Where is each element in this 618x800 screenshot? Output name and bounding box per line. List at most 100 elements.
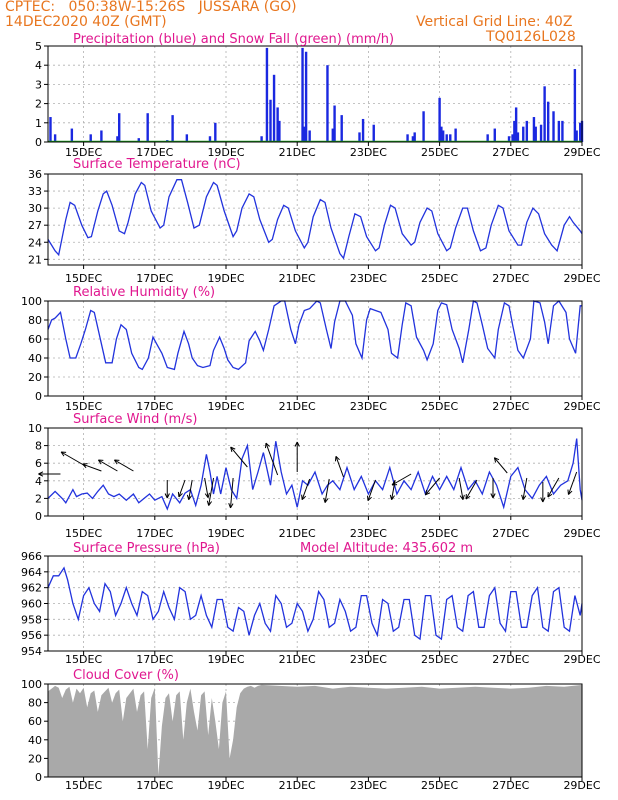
wind-xtick-label: 21DEC	[279, 527, 316, 540]
precip-bar	[557, 120, 561, 142]
precip-bar	[511, 134, 514, 142]
temp-xtick-label: 29DEC	[563, 272, 600, 285]
precip-bar	[440, 126, 443, 142]
wind-arrow-head	[113, 459, 120, 465]
rh-xtick-label: 23DEC	[350, 400, 387, 413]
rh-xtick-label: 25DEC	[421, 400, 458, 413]
precip-xtick-label: 23DEC	[350, 146, 387, 159]
wind-panel	[44, 427, 583, 520]
wind-xtick-label: 25DEC	[421, 527, 458, 540]
precip-bar	[493, 128, 496, 142]
wind-arrow	[82, 463, 102, 472]
cloud-xtick-label: 23DEC	[350, 779, 387, 792]
header-grid-note: Vertical Grid Line: 40Z	[416, 14, 573, 30]
wind-arrow-head	[164, 493, 170, 499]
precip-bar	[171, 115, 174, 142]
wind-arrow-head	[334, 455, 340, 462]
precip-bar	[278, 120, 281, 142]
temp-xtick-label: 19DEC	[207, 272, 244, 285]
rh-ytick-label: 0	[35, 390, 42, 403]
wind-xtick-label: 23DEC	[350, 527, 387, 540]
wind-arrow-head	[82, 463, 88, 469]
wind-arrow-head	[493, 457, 500, 463]
pressure-xtick-label: 23DEC	[350, 653, 387, 666]
temp-xtick-label: 25DEC	[421, 272, 458, 285]
wind-arrow	[230, 477, 234, 508]
wind-arrow-head	[264, 442, 270, 449]
precip-bar	[331, 128, 334, 142]
wind-arrow-head	[465, 494, 471, 500]
precip-bar	[214, 122, 217, 142]
cloud-xtick-label: 25DEC	[421, 779, 458, 792]
precip-bar	[532, 117, 536, 142]
cloud-title: Cloud Cover (%)	[73, 668, 179, 683]
wind-arrow	[465, 479, 478, 500]
precip-bar	[70, 128, 74, 142]
wind-frame	[47, 427, 583, 517]
cloud-xtick-label: 29DEC	[563, 779, 600, 792]
wind-xtick-label: 27DEC	[492, 527, 529, 540]
precip-bar	[539, 124, 543, 142]
pressure-annotation: Model Altitude: 435.602 m	[300, 541, 473, 556]
wind-xtick-label: 29DEC	[563, 527, 600, 540]
wind-arrow	[425, 477, 440, 496]
pressure-ytick-label: 964	[21, 566, 42, 579]
precip-bar	[573, 69, 577, 142]
wind-xtick-label: 15DEC	[65, 527, 102, 540]
precip-bar	[340, 115, 343, 142]
wind-arrow-head	[424, 489, 431, 496]
pressure-ytick-label: 966	[21, 550, 42, 563]
precip-bar	[561, 120, 564, 142]
wind-xtick-label: 17DEC	[136, 527, 173, 540]
cloud-xtick-label: 19DEC	[207, 779, 244, 792]
precip-bar	[575, 130, 578, 142]
wind-arrow	[230, 446, 248, 468]
rh-xtick-label: 21DEC	[279, 400, 316, 413]
precip-xtick-label: 19DEC	[207, 146, 244, 159]
wind-arrow-head	[490, 493, 496, 499]
header-location: CPTEC: 050:38W-15:26S JUSSARA (GO)	[5, 0, 297, 15]
wind-ytick-label: 4	[35, 475, 42, 488]
precip-bar	[486, 134, 489, 142]
wind-arrow-head	[60, 451, 67, 457]
wind-arrow	[204, 477, 209, 498]
rh-ytick-label: 40	[28, 352, 42, 365]
rh-xtick-label: 15DEC	[65, 400, 102, 413]
header-run-code: TQ0126L028	[486, 29, 576, 45]
cloud-xtick-label: 15DEC	[65, 779, 102, 792]
cloud-xtick-label: 27DEC	[492, 779, 529, 792]
wind-title: Surface Wind (m/s)	[73, 412, 197, 427]
pressure-xtick-label: 29DEC	[563, 653, 600, 666]
cloud-frame	[47, 683, 583, 778]
wind-ytick-label: 8	[35, 440, 42, 453]
temp-ytick-label: 36	[28, 168, 42, 181]
precip-bar	[579, 122, 582, 142]
rh-ytick-label: 20	[28, 371, 42, 384]
wind-arrow-head	[540, 497, 546, 503]
temp-xtick-label: 21DEC	[279, 272, 316, 285]
precip-frame	[47, 45, 583, 143]
precip-bar	[308, 130, 311, 142]
rh-xtick-label: 29DEC	[563, 400, 600, 413]
precip-panel	[44, 45, 584, 146]
precip-bar	[445, 134, 448, 142]
precip-ytick-label: 3	[35, 78, 42, 91]
rh-ytick-label: 60	[28, 333, 42, 346]
pressure-ytick-label: 958	[21, 613, 42, 626]
cloud-panel	[44, 683, 583, 781]
temp-xtick-label: 17DEC	[136, 272, 173, 285]
wind-arrow	[458, 477, 464, 500]
wind-arrow	[98, 459, 118, 472]
wind-arrow-head	[567, 489, 573, 495]
wind-arrow-head	[38, 471, 44, 477]
pressure-panel	[44, 555, 583, 655]
temp-ytick-label: 27	[28, 219, 42, 232]
pressure-xtick-label: 17DEC	[136, 653, 173, 666]
temp-ytick-label: 33	[28, 185, 42, 198]
precip-bar	[118, 113, 121, 142]
pressure-ytick-label: 962	[21, 582, 42, 595]
precip-bar	[454, 128, 457, 142]
wind-arrow	[301, 478, 311, 500]
precip-bar	[89, 134, 92, 142]
wind-ytick-label: 6	[35, 457, 42, 470]
